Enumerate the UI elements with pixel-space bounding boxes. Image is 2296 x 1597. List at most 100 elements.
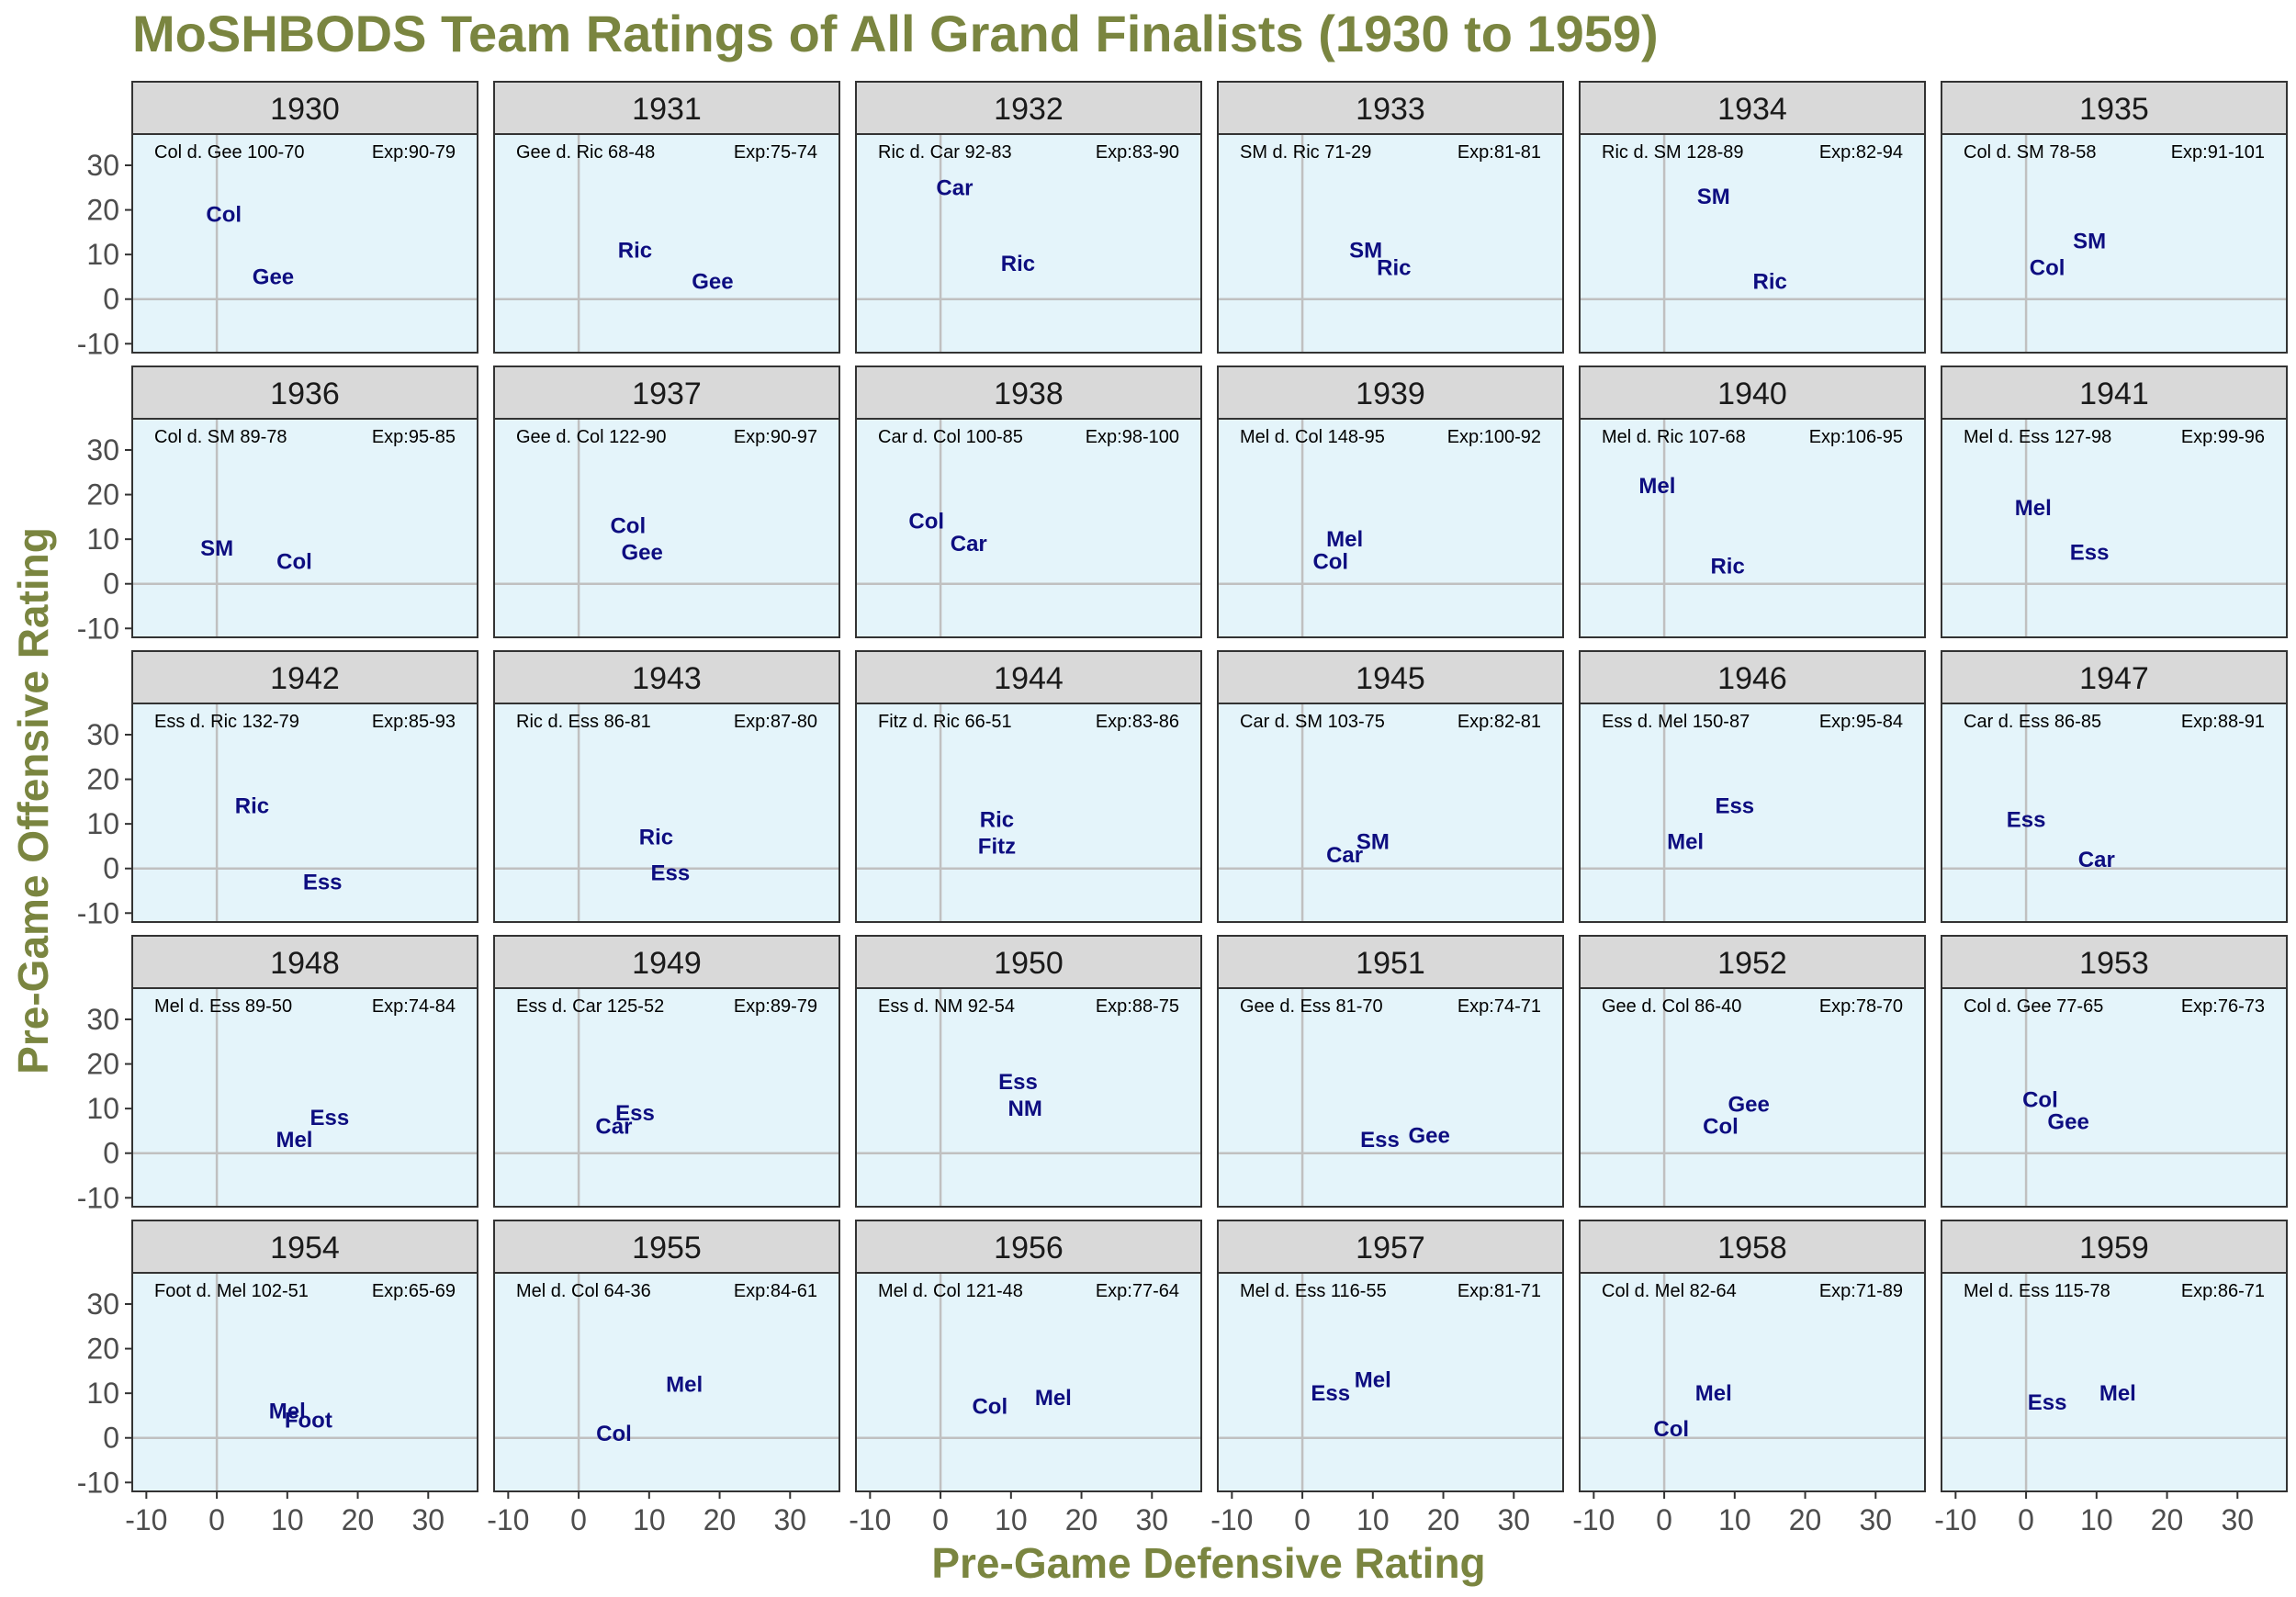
result-annotation: Mel d. Col 121-48	[878, 1281, 1023, 1301]
result-annotation: Col d. Mel 82-64	[1602, 1281, 1737, 1301]
facet-panel: 1943 Ric d. Ess 86-81 Exp:87-80 Ric Ess	[493, 650, 840, 923]
facet-panel: 1951 Gee d. Ess 81-70 Exp:74-71 Ess Gee	[1217, 935, 1564, 1208]
facet-panel: 1938 Car d. Col 100-85 Exp:98-100 Col Car	[855, 366, 1202, 638]
facet-panel: 1941 Mel d. Ess 127-98 Exp:99-96 Mel Ess	[1941, 366, 2288, 638]
result-annotation: Car d. SM 103-75	[1240, 712, 1385, 732]
team-label: Mel	[1035, 1386, 1072, 1411]
team-label: Mel	[1326, 527, 1363, 552]
facet-plot-area	[855, 1272, 1202, 1492]
x-tick-label: 10	[1718, 1503, 1751, 1536]
team-label: Col	[908, 510, 944, 534]
team-label: Ric	[235, 794, 269, 819]
expected-score-annotation: Exp:99-96	[2181, 427, 2265, 447]
facet-plot-area	[1217, 1272, 1564, 1492]
chart-title: MoSHBODS Team Ratings of All Grand Final…	[132, 5, 1659, 62]
facet-panel: 1935 Col d. SM 78-58 Exp:91-101 SM Col	[1941, 81, 2288, 354]
facet-plot-area	[1579, 987, 1926, 1208]
y-tick-label: 10	[86, 807, 119, 840]
team-label: Ric	[1377, 256, 1411, 281]
facet-year-label: 1939	[1356, 377, 1425, 411]
result-annotation: Ric d. SM 128-89	[1602, 142, 1744, 163]
y-tick-label: 10	[86, 238, 119, 271]
y-tick-label: -10	[77, 327, 119, 360]
facet-plot-area	[1217, 987, 1564, 1208]
y-tick-label: 0	[103, 568, 119, 601]
facet-plot-area	[1217, 418, 1564, 638]
y-tick-label: 0	[103, 283, 119, 316]
result-annotation: Ric d. Ess 86-81	[516, 712, 651, 732]
facet-year-label: 1951	[1356, 946, 1425, 981]
facet-panel: 1940 Mel d. Ric 107-68 Exp:106-95 Mel Ric	[1579, 366, 1926, 638]
team-label: Ess	[2007, 807, 2046, 832]
facet-plot-area	[855, 418, 1202, 638]
facet-panel: 1956 Mel d. Col 121-48 Exp:77-64 Col Mel -10 0…	[849, 1220, 1202, 1536]
x-tick-label: 30	[1497, 1503, 1530, 1536]
team-label: Col	[2030, 256, 2065, 281]
y-tick-label: 10	[86, 523, 119, 556]
facet-plot-area	[855, 987, 1202, 1208]
expected-score-annotation: Exp:78-70	[1819, 996, 1903, 1017]
team-label: Ric	[1753, 269, 1787, 294]
facet-panel: 1946 Ess d. Mel 150-87 Exp:95-84 Ess Mel	[1579, 650, 1926, 923]
team-label: Gee	[1728, 1092, 1769, 1117]
x-tick-label: 10	[995, 1503, 1028, 1536]
team-label: Gee	[2047, 1110, 2088, 1135]
facet-year-label: 1957	[1356, 1231, 1425, 1265]
facet-panel: 1936 Col d. SM 89-78 Exp:95-85 SM Col 30 20 10 0…	[77, 366, 478, 645]
facet-strip	[131, 366, 478, 420]
team-label: Mel	[269, 1400, 306, 1424]
team-label: Mel	[1695, 1381, 1732, 1406]
expected-score-annotation: Exp:89-79	[734, 996, 817, 1017]
facet-year-label: 1932	[994, 92, 1064, 127]
y-tick-label: -10	[77, 896, 119, 929]
facet-year-label: 1953	[2079, 946, 2149, 981]
x-tick-label: -10	[1572, 1503, 1615, 1536]
x-tick-label: 30	[1859, 1503, 1892, 1536]
facet-plot-area	[1941, 1272, 2288, 1492]
x-tick-label: 20	[342, 1503, 375, 1536]
team-label: Mel	[1638, 474, 1675, 499]
y-tick-label: 20	[86, 194, 119, 227]
facet-strip	[131, 650, 478, 704]
y-tick-label: 30	[86, 1003, 119, 1036]
y-tick-label: 20	[86, 1333, 119, 1366]
facet-strip	[1579, 81, 1926, 135]
x-tick-label: 0	[932, 1503, 949, 1536]
x-tick-label: 0	[570, 1503, 587, 1536]
x-tick-label: 0	[1656, 1503, 1672, 1536]
team-label: Car	[1326, 843, 1363, 868]
facet-year-label: 1945	[1356, 661, 1425, 696]
expected-score-annotation: Exp:86-71	[2181, 1281, 2265, 1301]
team-label: Col	[206, 202, 242, 227]
expected-score-annotation: Exp:75-74	[734, 142, 817, 163]
facet-year-label: 1950	[994, 946, 1064, 981]
expected-score-annotation: Exp:106-95	[1809, 427, 1903, 447]
result-annotation: Car d. Ess 86-85	[1964, 712, 2101, 732]
team-label: Mel	[2015, 496, 2052, 521]
facet-year-label: 1958	[1717, 1231, 1787, 1265]
expected-score-annotation: Exp:82-94	[1819, 142, 1903, 163]
team-label: Ess	[2028, 1390, 2067, 1415]
y-tick-label: 20	[86, 478, 119, 512]
x-tick-label: 10	[2080, 1503, 2113, 1536]
facet-plot-area	[1941, 133, 2288, 354]
facet-strip	[1941, 1220, 2288, 1274]
facet-year-label: 1943	[632, 661, 702, 696]
facet-year-label: 1956	[994, 1231, 1064, 1265]
facet-plot-area	[1579, 418, 1926, 638]
facet-year-label: 1936	[270, 377, 340, 411]
facet-year-label: 1946	[1717, 661, 1787, 696]
expected-score-annotation: Exp:65-69	[372, 1281, 456, 1301]
facet-plot-area	[493, 703, 840, 923]
team-label: Col	[1312, 549, 1348, 574]
facet-panel: 1931 Gee d. Ric 68-48 Exp:75-74 Ric Gee	[493, 81, 840, 354]
team-label: Ess	[1360, 1128, 1400, 1153]
team-label: Col	[596, 1422, 632, 1446]
team-label: Ess	[998, 1070, 1038, 1095]
